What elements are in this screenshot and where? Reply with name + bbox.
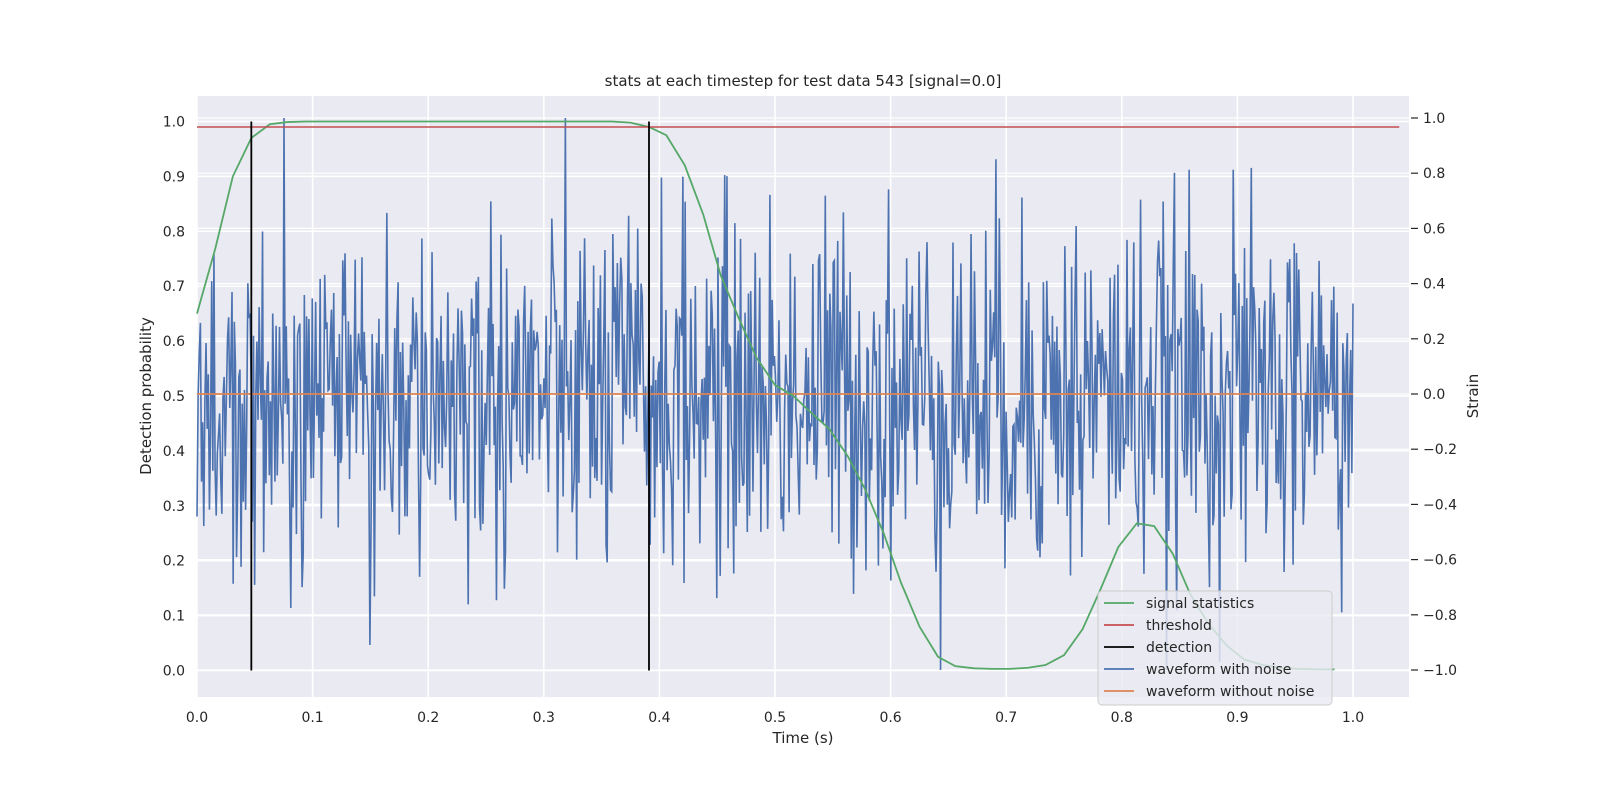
left-y-axis: 0.0 0.1 0.2 0.3 0.4 0.5 0.6 0.7 0.8 0.9 1.0 <box>163 115 185 680</box>
y-left-tick-label: 1.0 <box>163 115 185 131</box>
x-tick-label: 0.8 <box>1111 710 1133 726</box>
y-left-tick-label: 0.5 <box>163 389 185 405</box>
y-left-tick-label: 0.7 <box>163 279 185 295</box>
legend: signal statistics threshold detection wavef… <box>1097 590 1333 706</box>
x-tick-label: 0.5 <box>764 710 786 726</box>
x-tick-label: 0.0 <box>186 710 208 726</box>
legend-frame <box>1097 590 1333 706</box>
y-left-tick-label: 0.8 <box>163 224 185 240</box>
y-right-tick-label: −0.6 <box>1423 553 1457 569</box>
series-layer <box>196 117 1400 671</box>
x-axis-label: Time (s) <box>772 729 834 747</box>
series-waveform-with-noise <box>196 117 1354 671</box>
x-tick-label: 0.1 <box>301 710 323 726</box>
x-tick-label: 0.6 <box>879 710 901 726</box>
y-right-tick-label: 0.2 <box>1423 332 1445 348</box>
y-left-tick-label: 0.6 <box>163 334 185 350</box>
y-right-tick-label: 0.8 <box>1423 166 1445 182</box>
x-tick-label: 0.7 <box>995 710 1017 726</box>
y-right-tick-label: −0.2 <box>1423 442 1457 458</box>
x-tick-label: 1.0 <box>1342 710 1364 726</box>
y-left-tick-label: 0.1 <box>163 609 185 625</box>
y-right-tick-label: 0.4 <box>1423 277 1445 293</box>
right-y-axis-label: Strain <box>1464 374 1482 418</box>
x-tick-label: 0.2 <box>417 710 439 726</box>
y-right-tick-label: −0.8 <box>1423 608 1457 624</box>
legend-entry: signal statistics <box>1146 596 1254 612</box>
series-signal-statistics <box>196 120 1335 671</box>
y-left-tick-label: 0.4 <box>163 444 185 460</box>
y-left-tick-label: 0.9 <box>163 169 185 185</box>
legend-entry: waveform with noise <box>1146 662 1291 678</box>
chart-title: stats at each timestep for test data 543… <box>605 72 1002 90</box>
x-tick-label: 0.4 <box>648 710 670 726</box>
x-axis: 0.0 0.1 0.2 0.3 0.4 0.5 0.6 0.7 0.8 0.9 1.0 <box>186 710 1364 726</box>
legend-entry: detection <box>1146 640 1212 656</box>
x-tick-label: 0.9 <box>1226 710 1248 726</box>
legend-entry: waveform without noise <box>1146 684 1314 700</box>
y-right-tick-label: 1.0 <box>1423 111 1445 127</box>
right-y-axis: −1.0 −0.8 −0.6 −0.4 −0.2 0.0 0.2 0.4 0.6 0.8 1.0 <box>1411 111 1457 679</box>
legend-entry: threshold <box>1146 618 1212 634</box>
y-right-tick-label: −1.0 <box>1423 663 1457 679</box>
y-right-tick-label: 0.0 <box>1423 387 1445 403</box>
x-tick-label: 0.3 <box>533 710 555 726</box>
y-left-tick-label: 0.0 <box>163 664 185 680</box>
y-left-tick-label: 0.3 <box>163 499 185 515</box>
y-left-tick-label: 0.2 <box>163 554 185 570</box>
y-right-tick-label: 0.6 <box>1423 221 1445 237</box>
y-right-tick-label: −0.4 <box>1423 497 1457 513</box>
left-y-axis-label: Detection probability <box>137 317 155 475</box>
grid <box>196 96 1409 697</box>
